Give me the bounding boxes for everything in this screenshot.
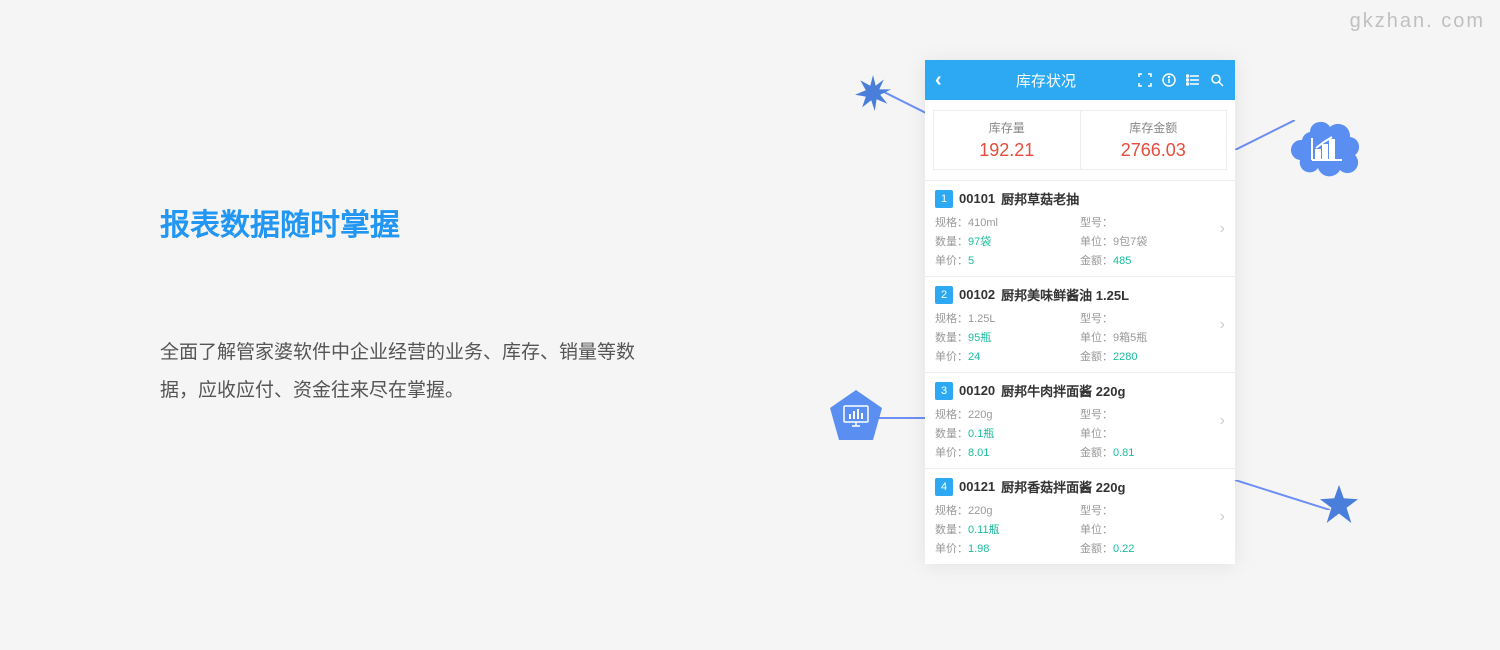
qty-field: 数量：95瓶 xyxy=(935,329,1080,345)
item-header: 2 00102 厨邦美味鲜酱油 1.25L xyxy=(935,285,1225,304)
qty-field: 数量：0.11瓶 xyxy=(935,521,1080,537)
list-item[interactable]: 2 00102 厨邦美味鲜酱油 1.25L 规格：1.25L型号：数量：95瓶单位：9… xyxy=(925,276,1235,372)
info-icon[interactable] xyxy=(1161,72,1177,88)
search-icon[interactable] xyxy=(1209,72,1225,88)
item-name: 厨邦草菇老抽 xyxy=(1001,189,1079,208)
item-header: 1 00101 厨邦草菇老抽 xyxy=(935,189,1225,208)
model-field: 型号： xyxy=(1080,310,1225,326)
model-field: 型号： xyxy=(1080,406,1225,422)
header-title: 库存状况 xyxy=(955,70,1137,91)
item-number-badge: 1 xyxy=(935,190,953,208)
price-field: 单价：8.01 xyxy=(935,444,1080,460)
item-code: 00121 xyxy=(959,479,995,494)
unit-field: 单位：9包7袋 xyxy=(1080,233,1225,249)
chevron-right-icon: › xyxy=(1220,316,1225,334)
stat-stock-amount[interactable]: 库存金额 2766.03 xyxy=(1081,111,1227,169)
item-code: 00102 xyxy=(959,287,995,302)
spec-field: 规格：1.25L xyxy=(935,310,1080,326)
item-name: 厨邦牛肉拌面酱 220g xyxy=(1001,381,1125,400)
stat-label: 库存金额 xyxy=(1081,119,1227,136)
connector-line xyxy=(1235,480,1330,510)
chart-cloud-badge xyxy=(1290,120,1362,180)
chevron-right-icon: › xyxy=(1220,508,1225,526)
item-code: 00120 xyxy=(959,383,995,398)
header-iconbar xyxy=(1137,72,1225,88)
item-header: 3 00120 厨邦牛肉拌面酱 220g xyxy=(935,381,1225,400)
qty-field: 数量：97袋 xyxy=(935,233,1080,249)
price-field: 单价：5 xyxy=(935,252,1080,268)
stat-value: 192.21 xyxy=(934,140,1080,161)
stat-stock-qty[interactable]: 库存量 192.21 xyxy=(934,111,1081,169)
item-header: 4 00121 厨邦香菇拌面酱 220g xyxy=(935,477,1225,496)
spec-field: 规格：410ml xyxy=(935,214,1080,230)
item-details: 规格：1.25L型号：数量：95瓶单位：9箱5瓶单价：24金额：2280 xyxy=(935,310,1225,364)
unit-field: 单位： xyxy=(1080,521,1225,537)
item-code: 00101 xyxy=(959,191,995,206)
item-name: 厨邦美味鲜酱油 1.25L xyxy=(1001,285,1129,304)
item-number-badge: 4 xyxy=(935,478,953,496)
app-header: ‹ 库存状况 xyxy=(925,60,1235,100)
list-item[interactable]: 4 00121 厨邦香菇拌面酱 220g 规格：220g型号：数量：0.11瓶单位：单… xyxy=(925,468,1235,564)
unit-field: 单位：9箱5瓶 xyxy=(1080,329,1225,345)
model-field: 型号： xyxy=(1080,502,1225,518)
star-decoration xyxy=(1320,485,1358,528)
price-field: 单价：1.98 xyxy=(935,540,1080,556)
item-name: 厨邦香菇拌面酱 220g xyxy=(1001,477,1125,496)
stat-value: 2766.03 xyxy=(1081,140,1227,161)
amount-field: 金额：0.22 xyxy=(1080,540,1225,556)
stats-row: 库存量 192.21 库存金额 2766.03 xyxy=(933,110,1227,170)
watermark: gkzhan. com xyxy=(1350,10,1485,33)
amount-field: 金额：0.81 xyxy=(1080,444,1225,460)
connector-line xyxy=(875,410,930,425)
qty-field: 数量：0.1瓶 xyxy=(935,425,1080,441)
phone-mockup: ‹ 库存状况 库存量 192.21 库存金额 2766.03 1 00101 厨邦草… xyxy=(925,60,1235,564)
item-number-badge: 2 xyxy=(935,286,953,304)
chevron-right-icon: › xyxy=(1220,220,1225,238)
page-title: 报表数据随时掌握 xyxy=(160,200,660,244)
stat-label: 库存量 xyxy=(934,119,1080,136)
chevron-right-icon: › xyxy=(1220,412,1225,430)
spec-field: 规格：220g xyxy=(935,502,1080,518)
inventory-list: 100101厨邦草菇老抽规格：410ml型号：数量：97袋单位：9包7袋单价：5… xyxy=(925,180,1235,564)
amount-field: 金额：2280 xyxy=(1080,348,1225,364)
item-details: 规格：220g型号：数量：0.11瓶单位：单价：1.98金额：0.22 xyxy=(935,502,1225,556)
model-field: 型号： xyxy=(1080,214,1225,230)
marketing-text-block: 报表数据随时掌握 全面了解管家婆软件中企业经营的业务、库存、销量等数据，应收应付… xyxy=(160,200,660,410)
item-details: 规格：410ml型号：数量：97袋单位：9包7袋单价：5金额：485 xyxy=(935,214,1225,268)
list-item[interactable]: 1 00101 厨邦草菇老抽规格：410ml型号：数量：97袋单位：9包7袋单价：5… xyxy=(925,180,1235,276)
amount-field: 金额：485 xyxy=(1080,252,1225,268)
list-icon[interactable] xyxy=(1185,72,1201,88)
burst-decoration xyxy=(855,75,891,116)
back-button[interactable]: ‹ xyxy=(935,69,955,92)
connector-line xyxy=(1235,120,1295,150)
list-item[interactable]: 3 00120 厨邦牛肉拌面酱 220g 规格：220g型号：数量：0.1瓶单位：单价… xyxy=(925,372,1235,468)
price-field: 单价：24 xyxy=(935,348,1080,364)
item-number-badge: 3 xyxy=(935,382,953,400)
item-details: 规格：220g型号：数量：0.1瓶单位：单价：8.01金额：0.81 xyxy=(935,406,1225,460)
page-description: 全面了解管家婆软件中企业经营的业务、库存、销量等数据，应收应付、资金往来尽在掌握… xyxy=(160,334,660,410)
monitor-pentagon-badge xyxy=(830,390,882,442)
spec-field: 规格：220g xyxy=(935,406,1080,422)
scan-icon[interactable] xyxy=(1137,72,1153,88)
unit-field: 单位： xyxy=(1080,425,1225,441)
